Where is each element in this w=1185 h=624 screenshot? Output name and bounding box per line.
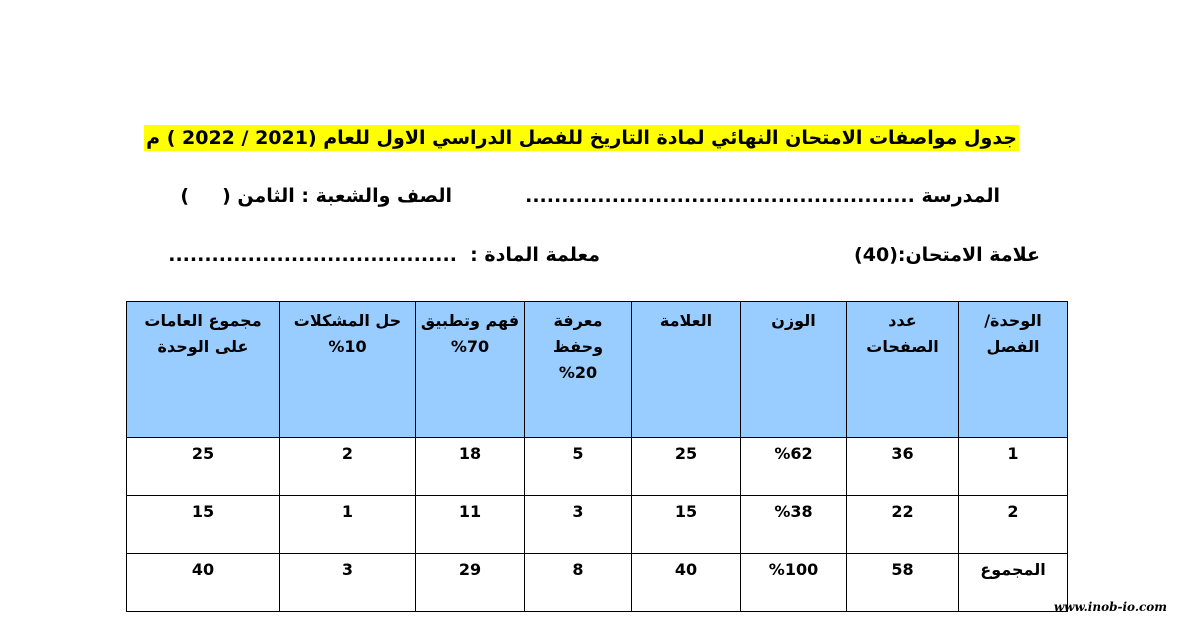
table-cell: 40 [631, 553, 741, 612]
cell-text: 15 [191, 502, 215, 521]
header-line: فهم وتطبيق [420, 311, 520, 330]
table-cell: 1 [958, 437, 1068, 496]
cell-text: 8 [572, 560, 584, 579]
cell-text: 2 [341, 444, 354, 463]
table-cell: 3 [279, 553, 416, 612]
header-cell: الوزن [740, 301, 847, 438]
header-line: وحفظ [552, 337, 604, 356]
table-row: المجموع 58 %100 40 8 29 3 40 [126, 553, 1068, 612]
spec-table: الوحدة/الفصل عدد الصفحات الوزن العلامة معرفة و… [126, 301, 1068, 612]
cell-text: 1 [341, 502, 354, 521]
title: جدول مواصفات الامتحان النهائي لمادة التا… [144, 125, 1019, 151]
cell-text: %38 [774, 502, 813, 521]
table-cell: %100 [740, 553, 847, 612]
header-cell: العلامة [631, 301, 741, 438]
school: المدرسة ................................… [525, 185, 1000, 207]
cell-text: 22 [891, 502, 914, 521]
class: الصف والشعبة : الثامن ( ) [180, 185, 452, 207]
table-cell: %62 [740, 437, 847, 496]
table-cell: 36 [846, 437, 959, 496]
table-cell: 58 [846, 553, 959, 612]
header-line: الوحدة/ [984, 311, 1042, 330]
table-cell: 18 [415, 437, 525, 496]
teacher: معلمة المادة : .........................… [168, 244, 600, 266]
cell-text: 2 [1007, 502, 1019, 521]
header-cell: الوحدة/الفصل [958, 301, 1068, 438]
table-cell: 2 [958, 495, 1068, 554]
header-line: مجموع العامات [144, 311, 262, 330]
header-line: الوزن [771, 311, 816, 330]
table-cell: 15 [631, 495, 741, 554]
table-row: 2 22 %38 15 3 11 1 15 [126, 495, 1068, 554]
cell-text: %62 [774, 444, 813, 463]
cell-text: 18 [458, 444, 482, 463]
header-line: على الوحدة [157, 337, 249, 356]
header-cell: عدد الصفحات [846, 301, 959, 438]
header-line: الصفحات [866, 337, 939, 356]
table-cell: 3 [524, 495, 632, 554]
cell-text: 5 [572, 444, 584, 463]
header-line: معرفة [553, 311, 603, 330]
header-line: الفصل [986, 337, 1040, 356]
cell-text: 29 [458, 560, 482, 579]
header-line: عدد [888, 311, 917, 330]
table-cell: 8 [524, 553, 632, 612]
table-cell: 29 [415, 553, 525, 612]
table-cell: 11 [415, 495, 525, 554]
watermark: www.inob-io.com [1053, 600, 1167, 614]
table-cell: %38 [740, 495, 847, 554]
table-cell: المجموع [958, 553, 1068, 612]
cell-text: 15 [674, 502, 698, 521]
table-cell: 2 [279, 437, 416, 496]
cell-text: المجموع [980, 560, 1046, 579]
header-line: العلامة [659, 311, 713, 330]
table-cell: 1 [279, 495, 416, 554]
header-line: حل المشكلات [293, 311, 402, 330]
table-cell: 25 [631, 437, 741, 496]
header-cell: فهم وتطبيق %70 [415, 301, 525, 438]
table-cell: 15 [126, 495, 280, 554]
table-cell: 5 [524, 437, 632, 496]
cell-text: 58 [891, 560, 914, 579]
cell-text: 40 [674, 560, 698, 579]
cell-text: %100 [768, 560, 819, 579]
table-cell: 22 [846, 495, 959, 554]
table-row: 1 36 %62 25 5 18 2 25 [126, 437, 1068, 496]
cell-text: 3 [341, 560, 354, 579]
table-cell: 40 [126, 553, 280, 612]
header-cell: معرفة وحفظ %20 [524, 301, 632, 438]
cell-text: 25 [674, 444, 698, 463]
cell-text: 36 [891, 444, 914, 463]
header-line: %20 [558, 363, 598, 382]
header-cell: مجموع العامات على الوحدة [126, 301, 280, 438]
header-cell: حل المشكلات %10 [279, 301, 416, 438]
cell-text: 3 [572, 502, 584, 521]
cell-text: 11 [458, 502, 482, 521]
cell-text: 1 [1007, 444, 1019, 463]
cell-text: 25 [191, 444, 215, 463]
exam-mark: علامة الامتحان:(40) [854, 244, 1040, 266]
header-line: %10 [328, 337, 367, 356]
table-cell: 25 [126, 437, 280, 496]
header-line: %70 [450, 337, 490, 356]
cell-text: 40 [191, 560, 215, 579]
